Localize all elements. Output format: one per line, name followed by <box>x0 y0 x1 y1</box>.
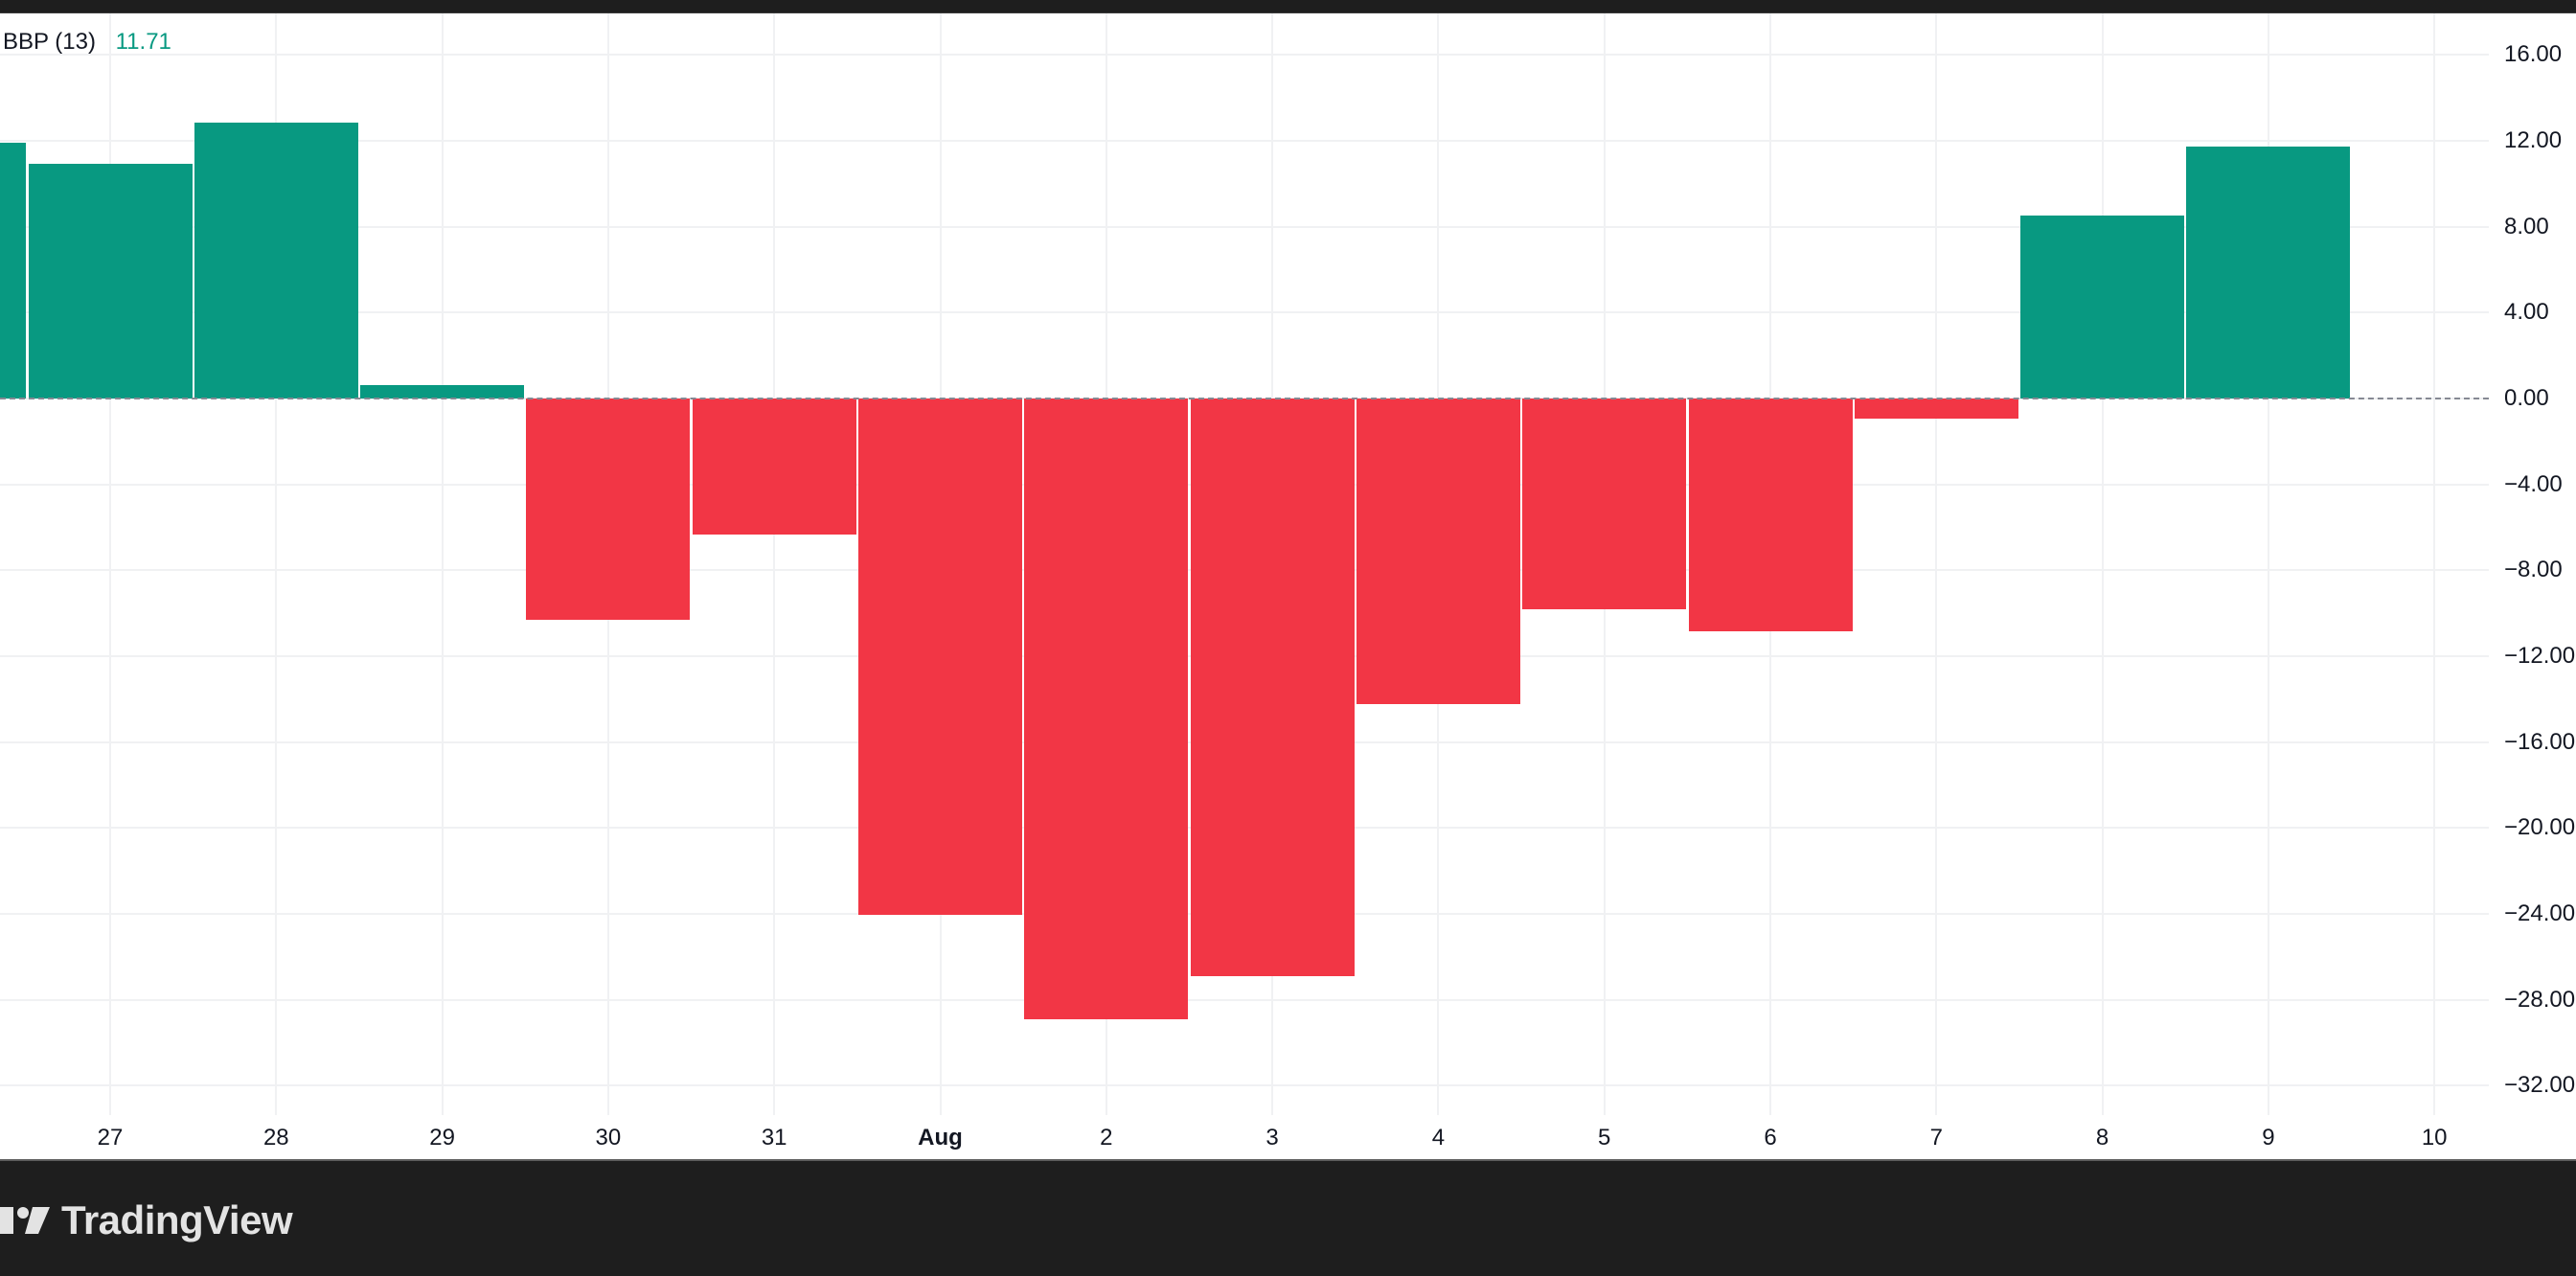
grid-line-vertical <box>441 13 444 1115</box>
histogram-bar[interactable] <box>194 122 358 399</box>
grid-line-horizontal <box>0 225 2489 228</box>
x-axis-label: 7 <box>1929 1125 1943 1151</box>
histogram-bar[interactable] <box>692 399 856 535</box>
y-axis-label: −24.00 <box>2504 900 2576 927</box>
grid-line-vertical <box>2267 13 2269 1115</box>
x-axis-label: 4 <box>1431 1125 1446 1151</box>
y-axis-label: 12.00 <box>2504 126 2563 153</box>
x-axis-label: 5 <box>1598 1125 1611 1151</box>
y-axis-label: −20.00 <box>2504 814 2576 841</box>
histogram-bar[interactable] <box>1688 399 1853 632</box>
tradingview-logo[interactable]: TradingView <box>0 1197 293 1242</box>
x-axis-label: 9 <box>2262 1125 2275 1151</box>
histogram-bar[interactable] <box>0 142 27 399</box>
grid-line-vertical <box>773 13 776 1115</box>
indicator-value: 11.71 <box>115 29 171 55</box>
y-axis-label: −12.00 <box>2504 643 2576 670</box>
x-axis-label: 30 <box>595 1125 622 1151</box>
top-bar <box>0 0 2576 13</box>
grid-line-horizontal <box>0 311 2489 314</box>
y-axis-label: −32.00 <box>2504 1072 2576 1099</box>
histogram-bar[interactable] <box>858 399 1022 916</box>
histogram-bar[interactable] <box>1522 399 1687 610</box>
y-axis-label: −8.00 <box>2504 557 2563 583</box>
y-axis-label: 16.00 <box>2504 41 2563 68</box>
histogram-bar[interactable] <box>2020 216 2185 399</box>
y-axis-label: 8.00 <box>2504 213 2549 239</box>
grid-line-horizontal <box>0 54 2489 57</box>
x-axis-label: 8 <box>2095 1125 2109 1151</box>
histogram-bar[interactable] <box>2186 147 2351 399</box>
grid-line-vertical <box>2101 13 2104 1115</box>
time-axis[interactable]: 27 28 29 30 31 Aug 2 3 4 5 6 7 8 9 10 <box>0 1115 2489 1159</box>
histogram-bar[interactable] <box>1854 399 2018 420</box>
x-axis-label: 31 <box>761 1125 787 1151</box>
y-axis-label: 0.00 <box>2504 385 2549 411</box>
x-axis-label: 6 <box>1764 1125 1777 1151</box>
tradingview-logo-icon <box>0 1203 52 1238</box>
x-axis-label: 28 <box>262 1125 289 1151</box>
grid-line-horizontal <box>0 139 2489 142</box>
y-axis-label: −28.00 <box>2504 986 2576 1013</box>
footer: TradingView <box>0 1159 2576 1276</box>
histogram-bar[interactable] <box>360 385 525 399</box>
histogram-bar[interactable] <box>1024 399 1189 1019</box>
histogram-bar[interactable] <box>28 163 193 399</box>
indicator-legend[interactable]: BBP (13) 11.71 <box>3 30 171 55</box>
x-axis-label: 27 <box>97 1125 124 1151</box>
price-axis[interactable]: 16.00 12.00 8.00 4.00 0.00 −4.00 −8.00 −12.00 −1… <box>2489 13 2576 1160</box>
chart-plot-area[interactable] <box>0 13 2489 1115</box>
x-axis-label: 29 <box>429 1125 455 1151</box>
histogram-bar[interactable] <box>526 399 691 621</box>
grid-line-horizontal <box>0 1084 2489 1087</box>
histogram-bar[interactable] <box>1356 399 1520 705</box>
x-axis-label: 2 <box>1100 1125 1113 1151</box>
x-axis-label: Aug <box>918 1125 963 1151</box>
y-axis-label: −16.00 <box>2504 728 2576 755</box>
y-axis-label: 4.00 <box>2504 299 2549 326</box>
grid-line-vertical <box>1935 13 1938 1115</box>
grid-line-vertical <box>275 13 278 1115</box>
grid-line-vertical <box>109 13 111 1115</box>
grid-line-vertical <box>2433 13 2436 1115</box>
grid-line-horizontal <box>0 998 2489 1001</box>
histogram-bar[interactable] <box>1190 399 1355 977</box>
x-axis-label: 3 <box>1265 1125 1279 1151</box>
x-axis-label: 10 <box>2421 1125 2448 1151</box>
zero-line <box>0 398 2489 399</box>
indicator-name: BBP (13) <box>3 29 96 55</box>
y-axis-label: −4.00 <box>2504 470 2563 497</box>
brand-name: TradingView <box>61 1197 293 1242</box>
